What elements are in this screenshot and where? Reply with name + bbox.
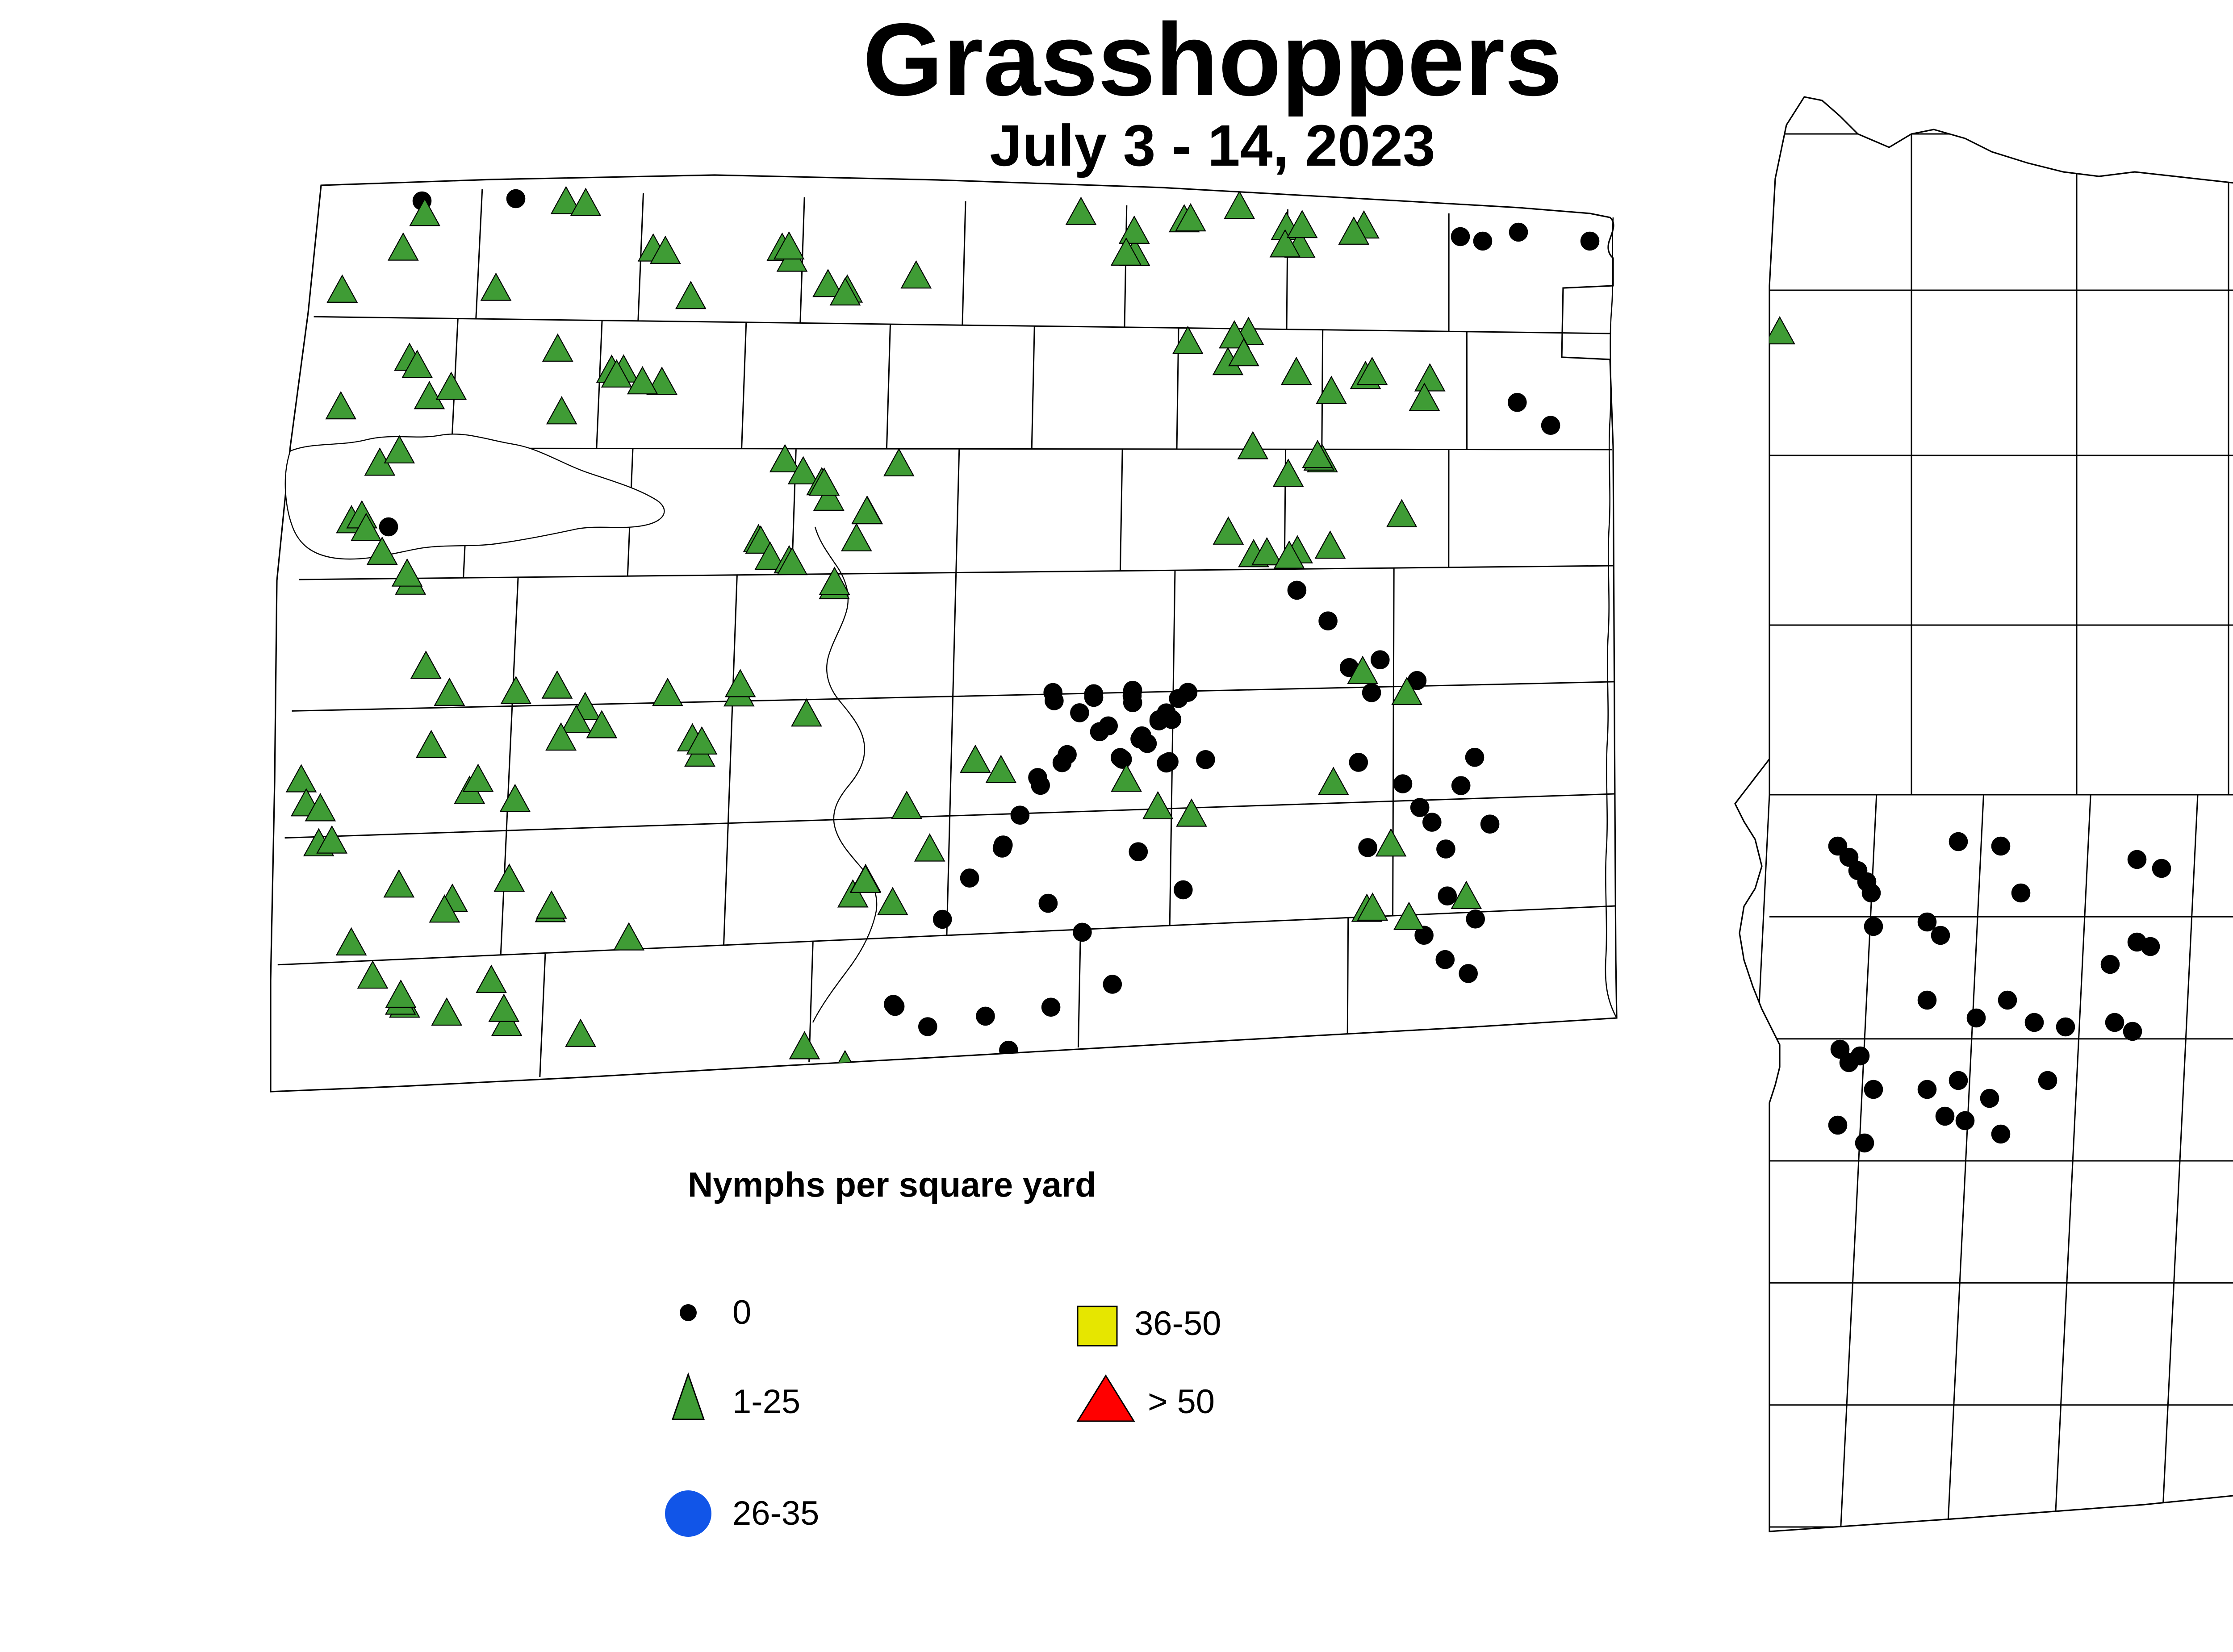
svg-text:26-35: 26-35 [732,1494,819,1532]
svg-text:> 50: > 50 [1148,1383,1215,1421]
svg-text:Nymphs per square yard: Nymphs per square yard [688,1165,1096,1204]
svg-text:1-25: 1-25 [732,1383,800,1421]
svg-text:0: 0 [732,1293,751,1331]
svg-text:36-50: 36-50 [1134,1305,1221,1343]
